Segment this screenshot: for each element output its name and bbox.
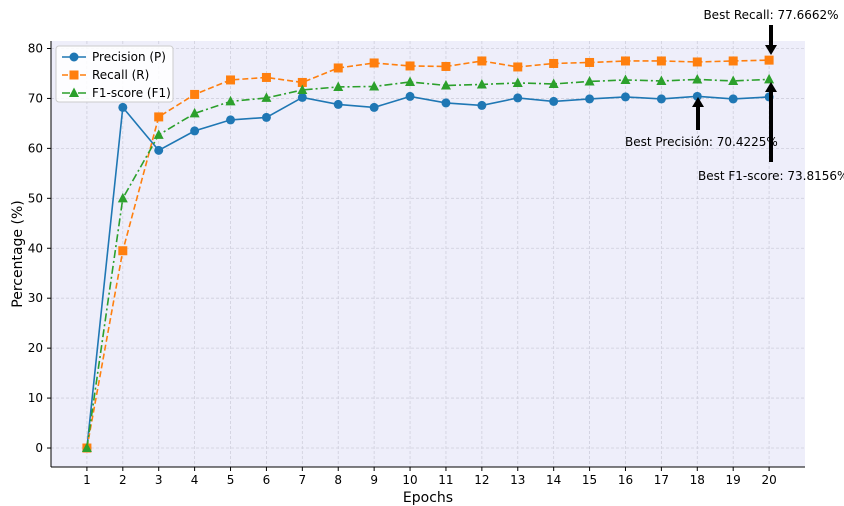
y-tick-label: 10: [28, 391, 43, 405]
data-point: [406, 61, 415, 70]
x-tick-label: 18: [690, 473, 705, 487]
x-tick-label: 9: [370, 473, 378, 487]
x-tick-label: 1: [83, 473, 91, 487]
data-point: [729, 94, 738, 103]
data-point: [262, 73, 271, 82]
x-tick-label: 13: [510, 473, 525, 487]
data-point: [477, 101, 486, 110]
y-tick-label: 80: [28, 41, 43, 55]
legend-label: Recall (R): [92, 68, 149, 82]
x-tick-label: 5: [227, 473, 235, 487]
data-point: [765, 56, 774, 65]
y-tick-label: 70: [28, 91, 43, 105]
legend-marker: [70, 71, 79, 80]
data-point: [621, 92, 630, 101]
data-point: [226, 75, 235, 84]
data-point: [729, 56, 738, 65]
legend: Precision (P) Recall (R) F1-score (F1): [56, 46, 173, 102]
y-tick-label: 20: [28, 341, 43, 355]
x-tick-label: 16: [618, 473, 633, 487]
annotation-label: Best F1-score: 73.8156%: [698, 169, 844, 183]
x-tick-label: 4: [191, 473, 199, 487]
data-point: [693, 57, 702, 66]
y-tick-label: 30: [28, 291, 43, 305]
data-point: [513, 93, 522, 102]
data-point: [118, 246, 127, 255]
data-point: [226, 115, 235, 124]
x-tick-label: 15: [582, 473, 597, 487]
data-point: [298, 93, 307, 102]
legend-label: F1-score (F1): [92, 86, 171, 100]
annotation-label: Best Recall: 77.6662%: [703, 8, 838, 22]
x-tick-label: 3: [155, 473, 163, 487]
x-tick-label: 12: [474, 473, 489, 487]
data-point: [118, 103, 127, 112]
data-point: [657, 94, 666, 103]
data-point: [441, 98, 450, 107]
y-axis-label: Percentage (%): [10, 200, 26, 307]
data-point: [513, 62, 522, 71]
y-tick-label: 50: [28, 191, 43, 205]
x-tick-label: 11: [438, 473, 453, 487]
data-point: [657, 56, 666, 65]
legend-label: Precision (P): [92, 50, 166, 64]
data-point: [585, 58, 594, 67]
x-tick-label: 10: [402, 473, 417, 487]
y-tick-label: 0: [35, 441, 43, 455]
data-point: [334, 63, 343, 72]
plot-area: [51, 41, 805, 467]
data-point: [585, 94, 594, 103]
data-point: [477, 56, 486, 65]
x-tick-label: 17: [654, 473, 669, 487]
legend-marker: [70, 53, 79, 62]
data-point: [154, 112, 163, 121]
x-tick-label: 7: [299, 473, 307, 487]
data-point: [549, 97, 558, 106]
data-point: [549, 59, 558, 68]
data-point: [190, 126, 199, 135]
data-point: [370, 58, 379, 67]
x-tick-label: 8: [334, 473, 342, 487]
x-tick-label: 6: [263, 473, 271, 487]
data-point: [621, 56, 630, 65]
data-point: [334, 100, 343, 109]
y-tick-label: 40: [28, 241, 43, 255]
data-point: [406, 92, 415, 101]
data-point: [154, 146, 163, 155]
x-tick-label: 2: [119, 473, 127, 487]
data-point: [441, 62, 450, 71]
x-axis-label: Epochs: [403, 490, 453, 506]
data-point: [262, 113, 271, 122]
x-tick-label: 19: [726, 473, 741, 487]
annotation-label: Best Precisión: 70.4225%: [625, 135, 778, 149]
x-tick-label: 20: [761, 473, 776, 487]
data-point: [370, 103, 379, 112]
data-point: [190, 90, 199, 99]
y-tick-label: 60: [28, 141, 43, 155]
x-tick-label: 14: [546, 473, 561, 487]
